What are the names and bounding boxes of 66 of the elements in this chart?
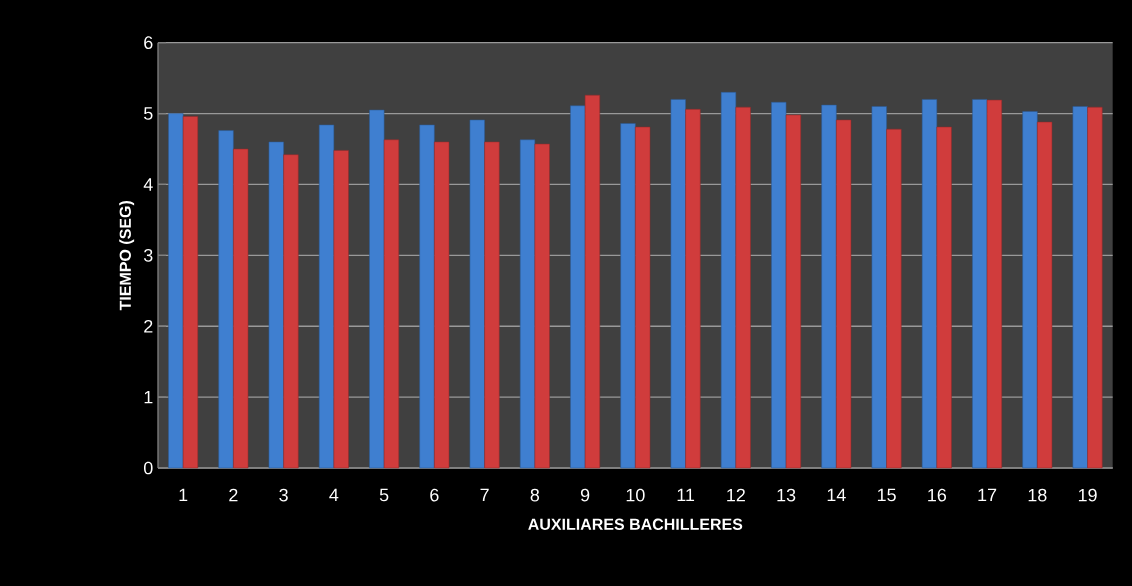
x-tick-label: 14 xyxy=(827,488,846,502)
bar xyxy=(785,114,802,469)
x-tick-label: 17 xyxy=(978,488,997,502)
x-tick-label: 9 xyxy=(580,488,590,502)
bar xyxy=(871,106,887,469)
bar xyxy=(921,99,938,469)
bar xyxy=(534,143,550,469)
bar xyxy=(1072,106,1088,469)
bar xyxy=(434,141,450,469)
x-tick-label: 10 xyxy=(626,488,645,502)
x-tick-label: 8 xyxy=(530,488,540,502)
y-tick-label: 0 xyxy=(143,461,153,475)
bar xyxy=(972,99,988,469)
x-tick-label: 3 xyxy=(279,488,288,502)
y-tick-label: 5 xyxy=(143,107,153,120)
x-tick-label: 19 xyxy=(1078,488,1097,502)
bar xyxy=(383,139,400,469)
bar xyxy=(233,148,249,469)
bar xyxy=(670,99,686,469)
bar xyxy=(1037,121,1053,469)
bar xyxy=(318,124,335,469)
bar xyxy=(570,105,586,469)
bar xyxy=(620,123,636,469)
bar xyxy=(419,124,435,469)
bar xyxy=(1022,111,1038,469)
bar xyxy=(519,139,536,469)
bar xyxy=(484,141,500,469)
bar xyxy=(635,126,651,469)
x-tick-label: 6 xyxy=(430,488,439,502)
bar xyxy=(469,119,485,469)
x-tick-label: 5 xyxy=(379,488,389,502)
bar xyxy=(218,130,234,469)
x-tick-label: 15 xyxy=(877,488,896,502)
x-tick-label: 18 xyxy=(1028,488,1047,502)
bar xyxy=(268,141,284,469)
y-tick-label: 2 xyxy=(144,319,153,333)
bar xyxy=(283,154,299,469)
bar xyxy=(584,94,601,469)
bar xyxy=(369,109,385,469)
bar xyxy=(821,104,837,469)
x-tick-label: 1 xyxy=(179,488,188,502)
bar xyxy=(1087,106,1103,469)
bar xyxy=(836,119,852,469)
bar xyxy=(685,109,701,469)
bar xyxy=(986,99,1002,469)
y-axis-title: TIEMPO (SEG) xyxy=(119,201,135,311)
x-tick-label: 13 xyxy=(777,488,796,502)
bar xyxy=(771,101,787,469)
x-tick-label: 7 xyxy=(480,488,489,502)
bar xyxy=(735,106,751,469)
x-tick-label: 11 xyxy=(677,488,695,502)
x-tick-label: 4 xyxy=(329,488,339,502)
x-tick-label: 16 xyxy=(928,488,947,502)
y-tick-label: 4 xyxy=(143,178,153,191)
bar xyxy=(720,92,737,469)
y-tick-label: 1 xyxy=(144,390,153,404)
bar xyxy=(333,150,349,469)
x-tick-label: 12 xyxy=(727,488,745,502)
bar xyxy=(936,126,952,469)
bar xyxy=(168,113,184,469)
x-axis-title: AUXILIARES BACHILLERES xyxy=(528,518,743,530)
bar xyxy=(886,128,902,469)
y-tick-label: 6 xyxy=(144,36,153,50)
x-tick-label: 2 xyxy=(229,488,238,502)
y-tick-label: 3 xyxy=(143,248,153,262)
bar xyxy=(182,116,199,469)
